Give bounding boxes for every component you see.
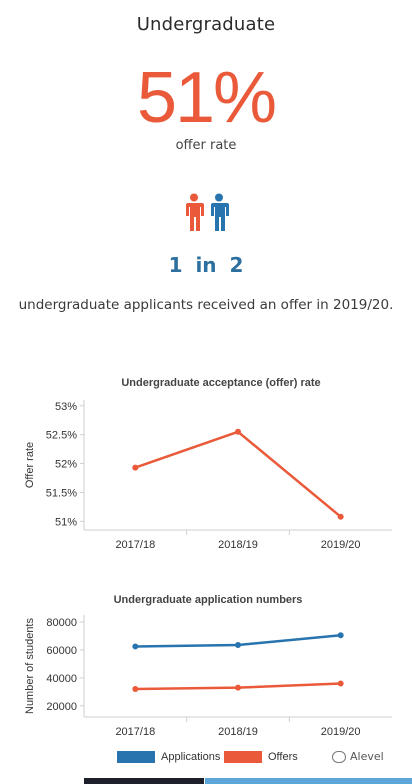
y-tick-label: 52.5% — [46, 430, 77, 442]
footer-image-blue — [205, 778, 412, 784]
y-axis-label: Offer rate — [24, 442, 36, 488]
offer-rate-caption: offer rate — [175, 138, 237, 153]
y-tick-label: 60000 — [46, 645, 77, 657]
offer-statement: undergraduate applicants received an off… — [18, 297, 394, 313]
data-point-offer-rate — [337, 513, 344, 520]
footer-image-strip — [0, 778, 412, 784]
offer-rate-chart: Undergraduate acceptance (offer) rate Off… — [0, 368, 412, 558]
data-point-offers — [235, 684, 241, 691]
data-point-applications — [235, 642, 241, 649]
x-tick-label: 2019/20 — [321, 726, 361, 738]
x-tick-label: 2017/18 — [115, 726, 155, 738]
y-tick-label: 52% — [55, 459, 77, 471]
y-axis-label: Number of students — [24, 618, 36, 714]
watermark-text: Alevel — [350, 750, 384, 763]
data-point-offer-rate — [132, 464, 139, 471]
ratio-text: 1 in 2 — [168, 253, 244, 277]
legend-item-offers: Offers — [224, 748, 298, 766]
legend-label-applications: Applications — [161, 751, 221, 763]
chat-bubble-icon — [332, 750, 346, 763]
y-tick-label: 53% — [55, 401, 77, 413]
y-tick-label: 80000 — [46, 617, 77, 629]
y-tick-label: 51% — [55, 516, 77, 528]
data-point-applications — [337, 632, 344, 639]
application-numbers-chart: Undergraduate application numbers Number … — [0, 585, 412, 745]
chart-title: Undergraduate acceptance (offer) rate — [121, 377, 320, 389]
series-line-offer-rate — [134, 430, 342, 518]
x-tick-label: 2018/19 — [218, 539, 258, 551]
y-tick-label: 51.5% — [46, 487, 77, 499]
person-icon-orange — [186, 193, 204, 231]
data-point-offers — [132, 686, 139, 693]
chart-title: Undergraduate application numbers — [114, 594, 303, 606]
x-tick-label: 2019/20 — [321, 539, 361, 551]
section-title: Undergraduate — [136, 14, 276, 35]
person-icon-blue — [211, 193, 229, 231]
offer-rate-value: 51% — [136, 58, 277, 138]
legend-item-applications: Applications — [117, 748, 220, 766]
legend-swatch-applications — [117, 751, 155, 763]
footer-image-dark — [84, 778, 204, 784]
people-icons — [182, 193, 232, 233]
watermark: Alevel — [332, 750, 384, 763]
y-tick-label: 40000 — [46, 673, 77, 685]
legend-label-offers: Offers — [268, 751, 298, 763]
x-tick-label: 2017/18 — [115, 539, 155, 551]
legend-swatch-offers — [224, 751, 262, 763]
chart-legend: Applications Offers — [0, 748, 412, 768]
data-point-applications — [132, 643, 139, 650]
data-point-offer-rate — [235, 428, 241, 435]
y-tick-label: 20000 — [46, 701, 77, 713]
x-tick-label: 2018/19 — [218, 726, 258, 738]
data-point-offers — [337, 680, 344, 687]
